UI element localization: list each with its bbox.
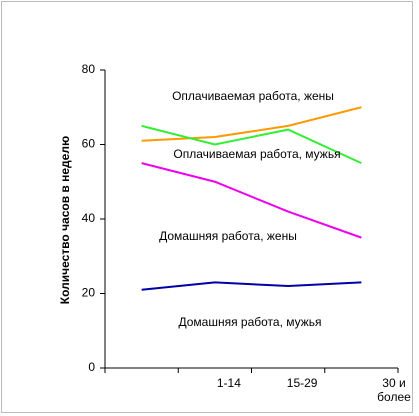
- frame: [1, 1, 413, 413]
- series-label: Домашняя работа, жены: [159, 229, 297, 243]
- series-line: [141, 162, 362, 239]
- y-tick-label: 60: [82, 137, 96, 151]
- y-tick-label: 40: [82, 211, 96, 225]
- y-tick-label: 0: [88, 360, 95, 374]
- series-label: Оплачиваемая работа, жены: [172, 89, 334, 103]
- x-tick-label: 30 и более: [377, 376, 411, 404]
- y-axis-label: Количество часов в неделю: [58, 136, 72, 304]
- x-tick-label: 1-14: [216, 376, 241, 390]
- y-tick-label: 20: [82, 286, 96, 300]
- series-line: [141, 106, 362, 142]
- series-line: [141, 124, 362, 165]
- series-label: Домашняя работа, мужья: [178, 315, 321, 329]
- series-label: Оплачиваемая работа, мужья: [173, 147, 340, 161]
- y-tick-label: 80: [82, 62, 96, 76]
- series-line: [141, 281, 362, 291]
- x-tick-label: 15-29: [286, 376, 318, 390]
